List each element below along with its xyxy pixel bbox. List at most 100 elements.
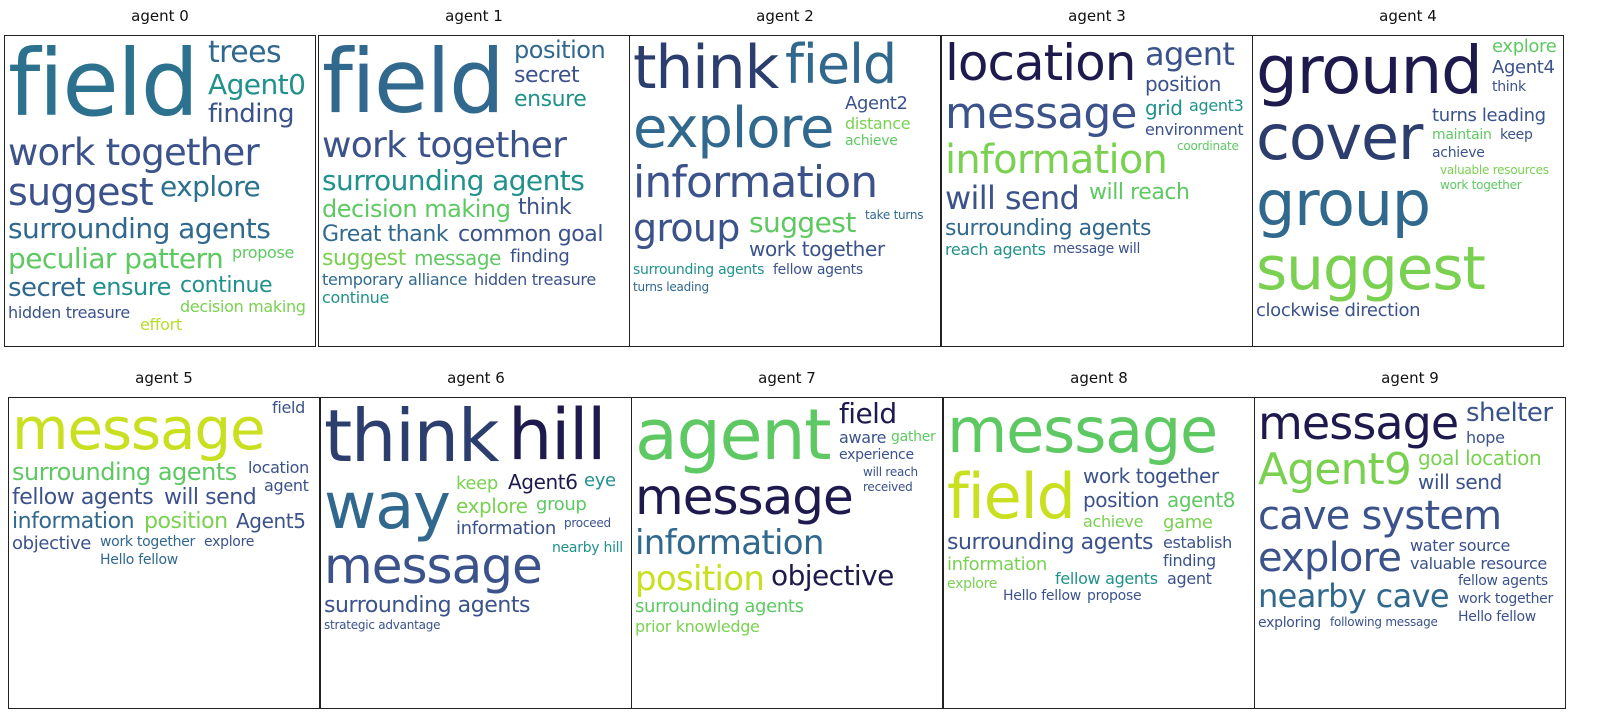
wordcloud-word: surrounding agents <box>947 530 1154 555</box>
wordcloud-panel-agent-9: agent 9 message Agent9 cave system explore n… <box>1253 367 1567 715</box>
wordcloud-word: keep <box>1500 127 1533 143</box>
wordcloud-word: fellow agents <box>1055 569 1158 588</box>
wordcloud-word: gather <box>891 429 936 445</box>
wordcloud: ground cover group suggest clockwise directi… <box>1252 35 1564 347</box>
wordcloud-word: message <box>947 397 1218 467</box>
wordcloud-word: grid <box>1145 96 1183 120</box>
wordcloud-word: ground <box>1256 35 1483 109</box>
wordcloud-word: position <box>144 509 228 534</box>
wordcloud-word: group <box>536 494 587 515</box>
wordcloud-word: reach agents <box>945 240 1046 259</box>
wordcloud-word: hope <box>1466 428 1505 447</box>
wordcloud-word: valuable resource <box>1410 554 1547 573</box>
wordcloud-word: location <box>945 35 1136 92</box>
wordcloud-word: Hello fellow <box>100 552 178 568</box>
wordcloud-panel-agent-6: agent 6 think hill way message surrounding a… <box>319 367 633 715</box>
wordcloud-word: continue <box>180 273 273 298</box>
panel-title: agent 8 <box>1070 369 1128 387</box>
wordcloud-word: will reach <box>1089 180 1190 205</box>
wordcloud-word: message <box>635 468 854 526</box>
wordcloud-word: think <box>633 35 779 103</box>
wordcloud-word: propose <box>232 243 295 262</box>
wordcloud-word: work together <box>1440 178 1522 192</box>
wordcloud-word: achieve <box>1083 512 1144 531</box>
wordcloud-word: Hello fellow <box>1003 588 1081 604</box>
wordcloud-word: will send <box>1418 470 1502 494</box>
wordcloud-word: agent3 <box>1189 96 1244 115</box>
wordcloud-word: explore <box>1492 36 1557 57</box>
wordcloud-word: will reach <box>863 465 918 479</box>
wordcloud-word: information <box>633 157 878 208</box>
wordcloud-panel-agent-7: agent 7 agent message information position o… <box>630 367 944 715</box>
wordcloud-word: field <box>839 397 897 430</box>
wordcloud-word: agent <box>1145 35 1235 73</box>
wordcloud-word: decision making <box>180 297 306 316</box>
wordcloud-word: peculiar pattern <box>8 242 224 275</box>
wordcloud-word: finding <box>1163 551 1216 570</box>
wordcloud-word: field <box>322 35 505 133</box>
wordcloud: field work together surrounding agents deci… <box>318 35 630 347</box>
wordcloud-word: agent8 <box>1167 488 1236 512</box>
panel-title: agent 9 <box>1381 369 1439 387</box>
wordcloud-word: proceed <box>564 516 611 530</box>
wordcloud-word: position <box>514 36 606 64</box>
wordcloud-word: field <box>947 460 1076 533</box>
wordcloud-word: work together <box>8 131 260 174</box>
wordcloud-word: message will <box>1053 241 1141 257</box>
wordcloud-word: clockwise direction <box>1256 300 1421 321</box>
wordcloud-word: continue <box>322 288 390 307</box>
wordcloud-word: nearby hill <box>552 540 623 556</box>
wordcloud-word: keep <box>456 473 498 494</box>
wordcloud-word: cover <box>1256 101 1423 174</box>
wordcloud-word: information <box>947 554 1047 575</box>
wordcloud-word: hidden treasure <box>8 303 130 322</box>
wordcloud: message surrounding agents fellow agents wi… <box>8 397 320 709</box>
wordcloud-word: Agent9 <box>1258 444 1412 495</box>
wordcloud-word: turns leading <box>1432 105 1546 126</box>
panel-title: agent 5 <box>135 369 193 387</box>
wordcloud-word: achieve <box>1432 145 1485 161</box>
wordcloud-word: goal location <box>1418 446 1542 470</box>
wordcloud-word: objective <box>771 559 894 592</box>
wordcloud-word: work together <box>749 237 885 261</box>
wordcloud-word: prior knowledge <box>635 617 760 636</box>
wordcloud-word: Great thank <box>322 222 449 247</box>
wordcloud-word: aware <box>839 428 887 447</box>
wordcloud: think explore field information group suggest… <box>629 35 941 347</box>
wordcloud-word: cave system <box>1258 493 1502 539</box>
wordcloud-word: eye <box>584 470 616 491</box>
wordcloud-word: message <box>414 246 502 270</box>
wordcloud: location message information will send agent… <box>941 35 1253 347</box>
panel-title: agent 6 <box>447 369 505 387</box>
wordcloud-word: fellow agents <box>1458 573 1548 589</box>
wordcloud-word: will send <box>945 179 1080 217</box>
wordcloud-word: message <box>1258 397 1459 450</box>
wordcloud-word: effort <box>140 315 182 334</box>
wordcloud-word: information <box>456 518 556 539</box>
wordcloud-word: ensure <box>514 87 587 112</box>
wordcloud-word: surrounding agents <box>8 212 271 245</box>
wordcloud-word: water source <box>1410 536 1510 555</box>
wordcloud-word: think <box>1492 79 1526 95</box>
wordcloud-word: field <box>785 35 897 96</box>
wordcloud-word: message <box>324 537 543 595</box>
wordcloud-word: explore <box>1258 535 1402 581</box>
wordcloud-word: think <box>518 195 572 220</box>
wordcloud-word: message <box>12 397 266 463</box>
wordcloud: agent message information position objective… <box>631 397 943 709</box>
wordcloud-panel-agent-4: agent 4 ground cover group suggest clockwise… <box>1251 5 1565 353</box>
wordcloud-word: position <box>1145 72 1222 96</box>
wordcloud-word: valuable resources <box>1440 163 1549 177</box>
wordcloud-word: Hello fellow <box>1458 609 1536 625</box>
wordcloud-word: position <box>635 559 765 599</box>
wordcloud-word: exploring <box>1258 615 1321 631</box>
wordcloud-word: information <box>945 137 1168 183</box>
wordcloud-panel-agent-5: agent 5 message surrounding agents fellow … <box>7 367 321 715</box>
wordcloud-word: strategic advantage <box>324 618 441 632</box>
panel-title: agent 3 <box>1068 7 1126 25</box>
wordcloud-word: Agent0 <box>208 68 306 101</box>
wordcloud-word: position <box>1083 488 1160 512</box>
wordcloud-word: achieve <box>845 133 898 149</box>
panel-title: agent 4 <box>1379 7 1437 25</box>
panel-title: agent 1 <box>445 7 503 25</box>
